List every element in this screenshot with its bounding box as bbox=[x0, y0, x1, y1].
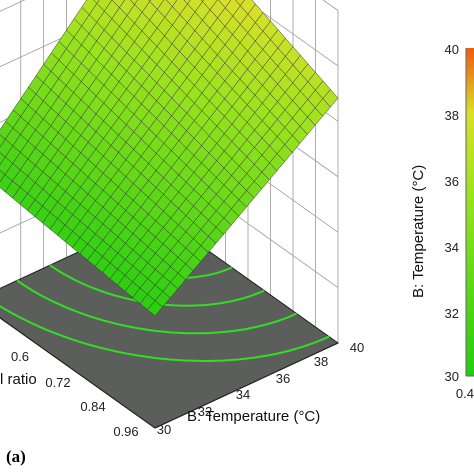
surface-cell bbox=[96, 0, 113, 12]
x-axis: 30 32 34 36 38 40 B: Temperature (°C) bbox=[154, 340, 364, 437]
x-tick-label: 34 bbox=[236, 387, 250, 402]
surface-cell bbox=[130, 0, 138, 5]
x-tick-label: 36 bbox=[276, 371, 290, 386]
y-axis-title: l ratio bbox=[0, 371, 37, 388]
y-tick-label: 0.84 bbox=[80, 399, 105, 414]
surface-cell bbox=[322, 89, 339, 108]
surface-cell bbox=[149, 0, 165, 10]
colorbar-tick-label: 34 bbox=[445, 240, 459, 255]
contour-line bbox=[0, 304, 330, 363]
colorbar-tick-label: 38 bbox=[445, 108, 459, 123]
surface-cell bbox=[93, 0, 100, 4]
contour-line bbox=[16, 279, 298, 335]
y-tick-label: 0.96 bbox=[113, 424, 138, 439]
x-axis-title: B: Temperature (°C) bbox=[187, 408, 320, 425]
y-tick-label: 0.72 bbox=[45, 375, 70, 390]
colorbar-tick-label: 40 bbox=[445, 42, 459, 57]
colorbar-title: B: Temperature (°C) bbox=[410, 165, 427, 298]
colorbar-gradient bbox=[466, 48, 474, 376]
surface-cell bbox=[202, 0, 218, 11]
surface-cell bbox=[234, 0, 245, 7]
y-axis: 0.6 0.72 0.84 0.96 l ratio bbox=[0, 317, 156, 439]
colorbar-x-tick-label: 0.4 bbox=[456, 386, 474, 401]
surface-cell bbox=[200, 0, 205, 2]
x-tick-label: 30 bbox=[157, 422, 171, 437]
y-tick-label: 0.6 bbox=[11, 349, 29, 364]
x-tick-label: 38 bbox=[314, 354, 328, 369]
colorbar-tick-label: 32 bbox=[445, 306, 459, 321]
x-tick-label: 32 bbox=[198, 404, 212, 419]
colorbar: 40 38 36 34 32 30 0.4 B: Temperature (°C… bbox=[410, 42, 474, 401]
colorbar-tick-label: 30 bbox=[445, 369, 459, 384]
x-tick-label: 40 bbox=[350, 340, 364, 355]
surface-cell bbox=[111, 0, 126, 8]
response-surface bbox=[0, 0, 339, 317]
panel-label: (a) bbox=[6, 447, 26, 466]
surface-cell bbox=[218, 0, 232, 9]
wall-gridline bbox=[0, 0, 26, 12]
colorbar-tick-label: 36 bbox=[445, 174, 459, 189]
surface-cell bbox=[183, 0, 191, 5]
surface-cell bbox=[166, 0, 178, 7]
